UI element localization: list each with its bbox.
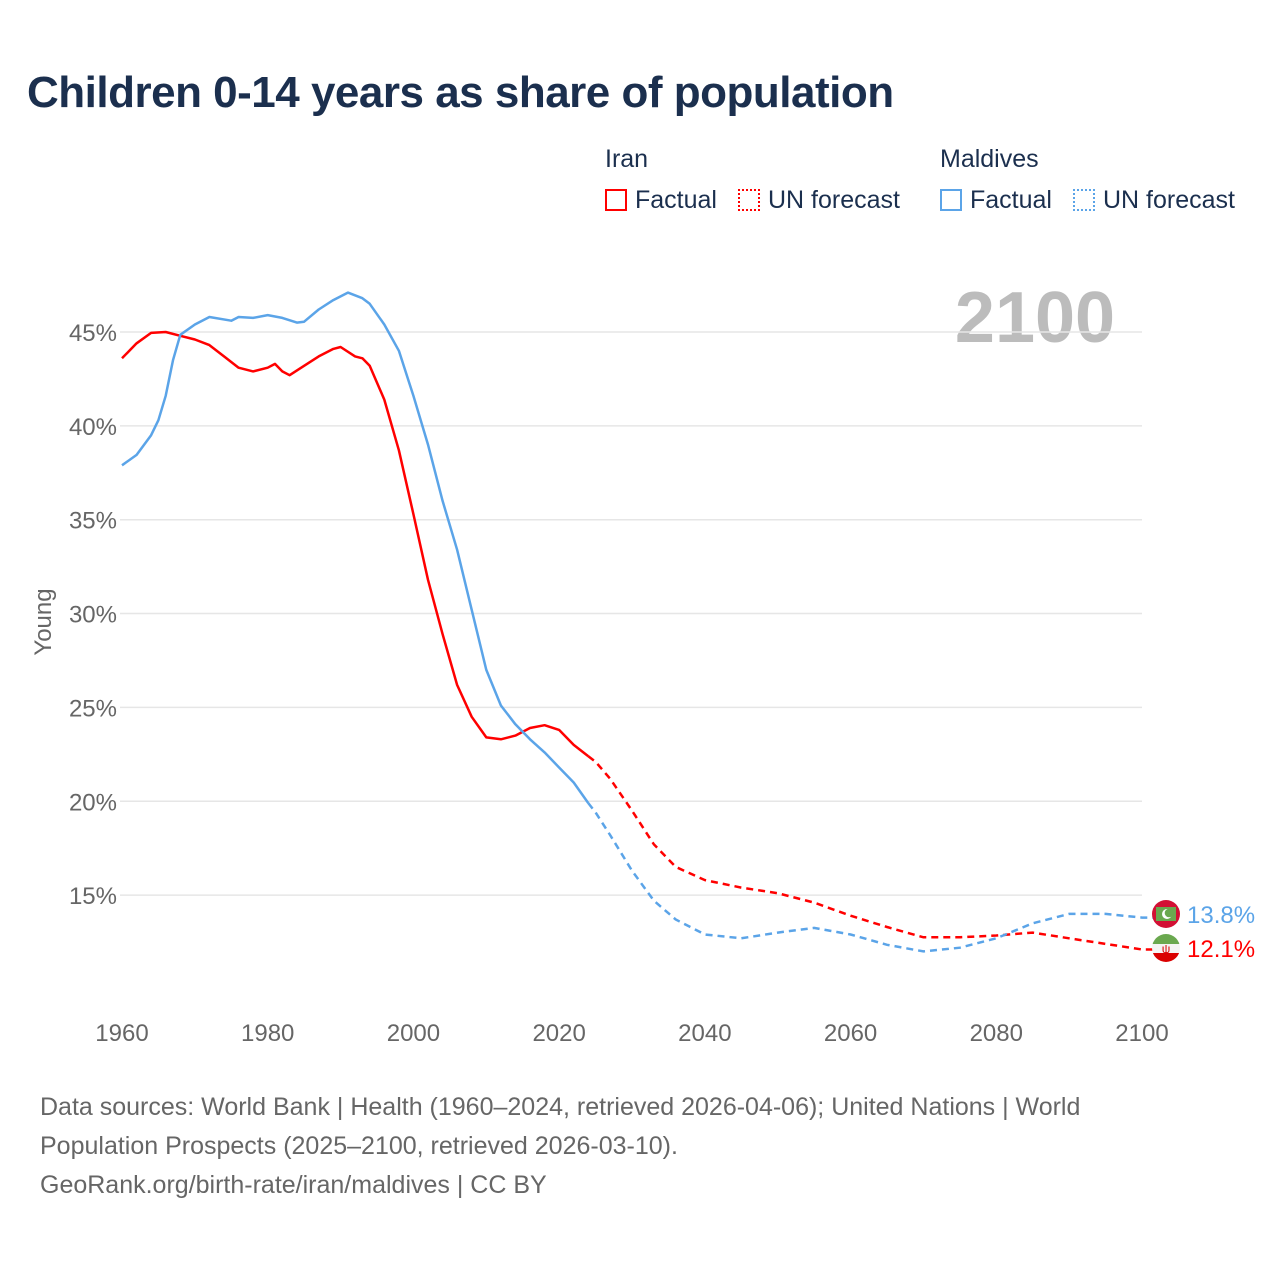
y-tick-label: 30% [69, 602, 117, 629]
svg-text:ψ: ψ [1162, 942, 1171, 956]
y-tick-label: 40% [69, 414, 117, 441]
source-line: Data sources: World Bank | Health (1960–… [40, 1093, 1081, 1121]
y-tick-label: 35% [69, 508, 117, 535]
legend-iran-factual[interactable]: Factual [605, 186, 717, 215]
legend-swatch-solid [605, 189, 627, 211]
source-link[interactable]: GeoRank.org/birth-rate/iran/maldives | C… [40, 1171, 547, 1199]
source-line: Population Prospects (2025–2100, retriev… [40, 1132, 678, 1160]
legend-maldives-forecast[interactable]: UN forecast [1073, 186, 1235, 215]
legend-label: UN forecast [1103, 186, 1235, 214]
maldives-end-value: 13.8% [1187, 902, 1255, 929]
iran-flag-icon: ψ [1152, 934, 1180, 962]
y-tick-label: 15% [69, 883, 117, 910]
y-tick-label: 20% [69, 789, 117, 816]
line-iran-factual[interactable] [121, 330, 590, 758]
line-maldives-factual[interactable] [121, 291, 590, 804]
y-axis-label: Young [30, 588, 57, 655]
legend-label: UN forecast [768, 186, 900, 214]
line-maldives-forecast[interactable] [587, 802, 1166, 953]
legend-maldives-factual[interactable]: Factual [940, 186, 1052, 215]
y-tick-label: 25% [69, 695, 117, 722]
x-tick-label: 1980 [241, 1020, 294, 1047]
legend-iran-title: Iran [605, 145, 649, 173]
maldives-flag-icon [1152, 900, 1180, 928]
y-tick-label: 45% [69, 320, 117, 347]
x-tick-label: 2060 [824, 1020, 877, 1047]
chart-plot: 2100 Young 15% 20% 25% 30% 35% 40% 45% 1960 1980… [30, 278, 1255, 1047]
legend-label: Factual [635, 186, 717, 214]
line-iran-forecast[interactable] [587, 755, 1166, 951]
x-tick-label: 2040 [678, 1020, 731, 1047]
x-tick-label: 2020 [532, 1020, 585, 1047]
x-tick-label: 2100 [1115, 1020, 1168, 1047]
x-tick-label: 2000 [387, 1020, 440, 1047]
legend-swatch-dotted [738, 189, 760, 211]
chart-title: Children 0-14 years as share of populati… [27, 68, 894, 117]
legend-maldives-title: Maldives [940, 145, 1039, 173]
x-tick-label: 2080 [970, 1020, 1023, 1047]
legend-swatch-dotted [1073, 189, 1095, 211]
year-label: 2100 [955, 278, 1115, 358]
x-tick-label: 1960 [95, 1020, 148, 1047]
legend-swatch-solid [940, 189, 962, 211]
legend-iran-forecast[interactable]: UN forecast [738, 186, 900, 215]
legend-label: Factual [970, 186, 1052, 214]
iran-end-value: 12.1% [1187, 936, 1255, 963]
data-sources: Data sources: World Bank | Health (1960–… [40, 1088, 1240, 1205]
